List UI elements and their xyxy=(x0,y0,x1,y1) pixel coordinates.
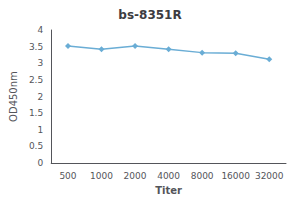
svg-text:8000: 8000 xyxy=(191,171,214,181)
svg-text:2: 2 xyxy=(37,92,43,102)
svg-text:16000: 16000 xyxy=(221,171,250,181)
svg-text:0.5: 0.5 xyxy=(29,141,43,151)
svg-text:4000: 4000 xyxy=(157,171,180,181)
svg-text:1.5: 1.5 xyxy=(29,108,43,118)
svg-text:500: 500 xyxy=(59,171,76,181)
svg-text:1: 1 xyxy=(37,125,43,135)
svg-text:Titer: Titer xyxy=(155,185,182,196)
svg-text:3.5: 3.5 xyxy=(29,42,43,52)
svg-text:3: 3 xyxy=(37,58,43,68)
svg-text:bs-8351R: bs-8351R xyxy=(118,8,181,22)
svg-text:1000: 1000 xyxy=(90,171,113,181)
svg-text:2.5: 2.5 xyxy=(29,75,43,85)
svg-text:32000: 32000 xyxy=(255,171,284,181)
svg-text:4: 4 xyxy=(37,25,43,35)
svg-text:OD450nm: OD450nm xyxy=(8,71,19,122)
svg-text:0: 0 xyxy=(37,158,43,168)
svg-text:2000: 2000 xyxy=(124,171,147,181)
